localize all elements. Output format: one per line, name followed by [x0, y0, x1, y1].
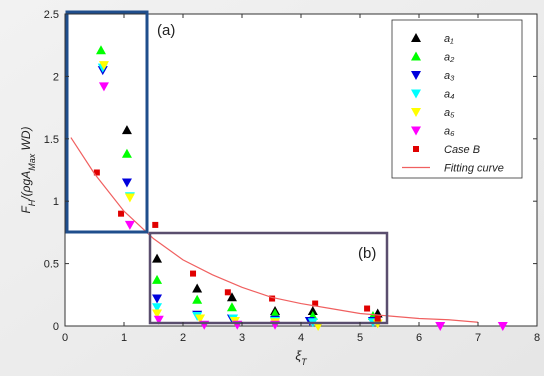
- legend-label: a₃: [444, 70, 455, 82]
- marker: [124, 193, 135, 203]
- marker: [411, 89, 421, 99]
- marker: [121, 125, 132, 135]
- marker: [118, 210, 125, 217]
- y-tick-label: 1: [53, 196, 59, 208]
- marker: [411, 108, 421, 117]
- marker: [226, 302, 237, 312]
- marker: [152, 303, 163, 313]
- marker: [224, 289, 231, 296]
- marker: [411, 51, 421, 61]
- subscript: T: [301, 357, 308, 367]
- marker: [124, 220, 135, 230]
- x-tick-label: 8: [534, 332, 540, 344]
- marker: [312, 300, 319, 307]
- marker: [152, 274, 163, 284]
- label-part: WD): [19, 126, 33, 153]
- legend-label: a₂: [444, 52, 455, 64]
- marker: [152, 294, 163, 304]
- marker: [192, 283, 203, 293]
- y-tick-label: 0: [53, 321, 59, 333]
- marker: [269, 295, 276, 302]
- x-tick-label: 6: [416, 332, 422, 344]
- legend-label: a₄: [444, 89, 455, 101]
- region-a-box: [65, 10, 149, 234]
- marks: [70, 45, 508, 331]
- y-tick-label: 1.5: [44, 134, 59, 146]
- marker: [374, 315, 381, 322]
- marker: [152, 221, 159, 228]
- marker: [411, 33, 421, 42]
- region-b-box: [148, 231, 389, 325]
- subscript: H: [27, 199, 37, 206]
- legend-label: a₅: [444, 107, 455, 119]
- marker: [307, 306, 318, 316]
- y-axis-label: FH/(ρgAMax WD): [19, 126, 37, 213]
- label-part: ξ: [295, 348, 302, 363]
- marker: [364, 305, 371, 312]
- marker: [192, 294, 203, 304]
- marker: [411, 71, 421, 80]
- legend-label: a₆: [444, 126, 455, 138]
- label-part: /(ρgA: [19, 171, 33, 201]
- x-axis-label: ξT: [295, 348, 308, 367]
- annotation: (a): [157, 22, 175, 39]
- marker: [121, 148, 132, 158]
- x-tick-label: 7: [475, 332, 481, 344]
- marker: [435, 322, 446, 331]
- marker: [98, 82, 109, 92]
- marker: [270, 308, 281, 318]
- x-tick-label: 5: [357, 332, 363, 344]
- marker: [413, 146, 419, 152]
- fitting-curve: [70, 137, 479, 323]
- marker: [226, 292, 237, 302]
- x-tick-label: 0: [62, 332, 68, 344]
- marker: [98, 61, 109, 71]
- legend-label: Fitting curve: [444, 163, 504, 175]
- marker: [497, 322, 508, 331]
- marker: [190, 270, 197, 277]
- x-tick-label: 4: [298, 332, 304, 344]
- marker: [121, 178, 132, 188]
- x-tick-label: 3: [239, 332, 245, 344]
- marker: [93, 169, 100, 176]
- marker: [95, 45, 106, 55]
- legend-entries: a₁ a₂ a₃ a₄ a₅ a₆ Case B Fitting curve: [402, 33, 504, 175]
- x-tick-label: 2: [180, 332, 186, 344]
- marker: [411, 126, 421, 136]
- marker: [195, 314, 206, 324]
- x-tick-label: 1: [121, 332, 127, 344]
- marker: [153, 315, 164, 325]
- subscript: Max: [27, 153, 37, 171]
- annotation: (b): [358, 245, 376, 262]
- legend-label: a₁: [444, 33, 454, 45]
- y-tick-label: 2.5: [44, 9, 59, 21]
- label-part: F: [19, 206, 33, 214]
- y-tick-label: 0.5: [44, 259, 59, 271]
- marker: [152, 309, 163, 319]
- marker: [152, 253, 163, 263]
- y-tick-label: 2: [53, 71, 59, 83]
- legend-label: Case B: [444, 144, 480, 156]
